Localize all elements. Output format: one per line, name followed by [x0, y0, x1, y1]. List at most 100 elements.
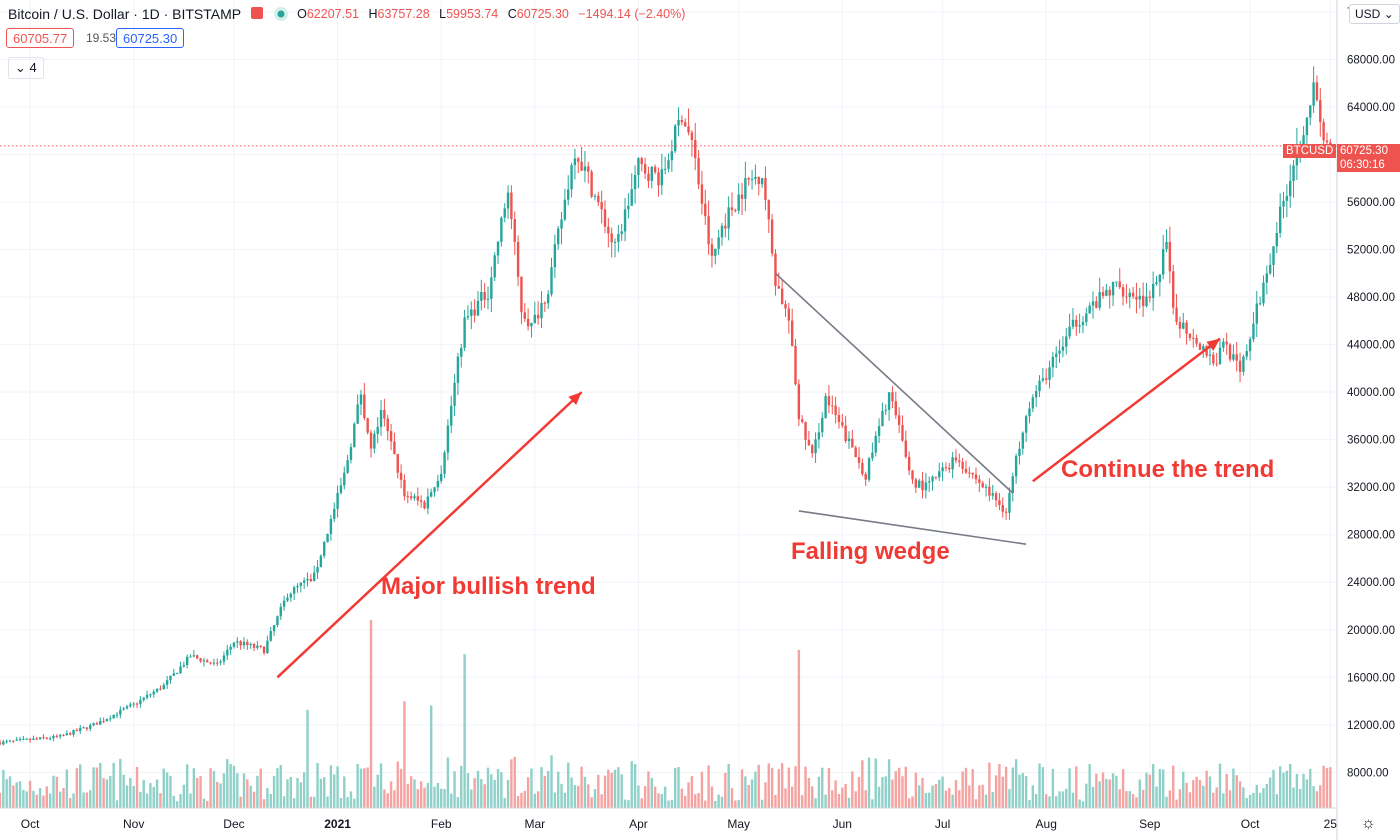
- arrow-bullish[interactable]: [276, 391, 583, 679]
- volume-bar: [129, 777, 132, 808]
- buy-price-button[interactable]: 60725.30: [116, 28, 185, 48]
- volume-bar: [998, 763, 1001, 808]
- candle-body: [463, 317, 466, 348]
- volume-bar: [299, 782, 303, 808]
- volume-bar: [229, 763, 232, 808]
- candle-body: [246, 641, 249, 646]
- volume-bar: [730, 788, 734, 808]
- x-tick-label: Dec: [223, 817, 244, 831]
- candle-body: [185, 656, 189, 666]
- candle-body: [988, 486, 991, 496]
- candle-body: [1292, 165, 1295, 181]
- volume-bar: [1319, 785, 1322, 808]
- volume-bar: [28, 780, 32, 808]
- volume-bar: [165, 772, 169, 808]
- candle-body: [155, 688, 159, 692]
- candle-body: [89, 725, 92, 729]
- candle-body: [1198, 343, 1202, 350]
- volume-bar: [994, 775, 998, 808]
- wedge-lower[interactable]: [798, 510, 1027, 546]
- volume-bar: [620, 774, 623, 808]
- volume-bar: [256, 775, 259, 808]
- candle-body: [737, 194, 740, 211]
- volume-bar: [891, 779, 894, 808]
- candle-body: [1182, 322, 1185, 329]
- candle-body: [1222, 341, 1225, 348]
- volume-bar: [1148, 774, 1152, 808]
- candle-body: [286, 597, 289, 601]
- volume-bar: [456, 796, 460, 808]
- volume-bar: [1188, 792, 1192, 808]
- candle-body: [162, 684, 165, 690]
- volume-bar: [1268, 777, 1272, 808]
- volume-bar: [750, 779, 754, 808]
- candle-body: [704, 203, 707, 217]
- volume-bar: [5, 779, 8, 808]
- candle-body: [560, 219, 563, 229]
- candle-body: [831, 405, 834, 407]
- volume-bar: [1125, 791, 1128, 808]
- candle-body: [550, 267, 553, 295]
- sell-price-button[interactable]: 60705.77: [6, 28, 75, 48]
- candle-body: [941, 467, 944, 472]
- candle-body: [684, 122, 687, 127]
- candle-body: [1041, 378, 1045, 381]
- candle-body: [122, 708, 125, 710]
- volume-bar: [780, 763, 784, 808]
- candle-body: [329, 518, 333, 534]
- volume-bar: [934, 784, 938, 808]
- candle-body: [323, 542, 326, 556]
- arrow-continue[interactable]: [1032, 337, 1221, 483]
- drawn-lines[interactable]: [0, 145, 1337, 679]
- volume-bar: [640, 798, 643, 808]
- symbol-title[interactable]: Bitcoin / U.S. Dollar · 1D · BITSTAMP: [8, 6, 242, 22]
- candle-body: [42, 737, 45, 739]
- candle-body: [807, 439, 811, 446]
- candle-body: [784, 304, 787, 309]
- volume-bar: [787, 767, 791, 808]
- annotation-wedge[interactable]: Falling wedge: [791, 538, 950, 565]
- volume-bar: [172, 795, 176, 808]
- wedge-upper[interactable]: [774, 272, 1014, 494]
- candle-body: [804, 422, 807, 440]
- candle-body: [419, 500, 423, 502]
- volume-bar: [185, 764, 189, 808]
- volume-bar: [784, 788, 787, 808]
- high-label: H: [368, 7, 378, 21]
- candle-body: [1108, 289, 1111, 296]
- volume-bar: [1041, 767, 1045, 808]
- x-tick-label: 25: [1324, 817, 1338, 831]
- gear-icon[interactable]: ☼: [1361, 815, 1376, 832]
- currency-select[interactable]: USD ⌄: [1349, 4, 1400, 24]
- candle-body: [216, 662, 219, 664]
- annotation-continue[interactable]: Continue the trend: [1061, 456, 1275, 483]
- candle-body: [777, 285, 781, 289]
- candle-body: [373, 433, 376, 449]
- indicators-toggle[interactable]: ⌄ 4: [8, 57, 44, 79]
- candle-body: [797, 384, 801, 420]
- candle-body: [473, 309, 476, 316]
- volume-bar: [389, 781, 393, 808]
- candle-body: [834, 405, 837, 416]
- candle-body: [543, 302, 547, 304]
- volume-bar: [1175, 799, 1178, 808]
- volume-bar: [302, 772, 306, 808]
- status-dot-icon[interactable]: [273, 5, 291, 23]
- candle-body: [854, 447, 857, 458]
- volume-bar: [928, 792, 931, 808]
- candle-body: [22, 738, 25, 740]
- x-tick-label: Jun: [833, 817, 852, 831]
- volume-bar: [1058, 791, 1061, 808]
- candle-body: [386, 418, 389, 432]
- volume-bar: [907, 798, 911, 808]
- candle-body: [577, 158, 580, 162]
- annotation-bullish[interactable]: Major bullish trend: [381, 573, 596, 600]
- candle-body: [794, 345, 797, 385]
- volume-bar: [363, 768, 366, 808]
- volume-bar: [212, 771, 216, 808]
- volume-bar: [379, 763, 383, 808]
- volume-bar: [139, 792, 142, 808]
- bell-icon[interactable]: [249, 5, 267, 23]
- candle-body: [620, 231, 623, 234]
